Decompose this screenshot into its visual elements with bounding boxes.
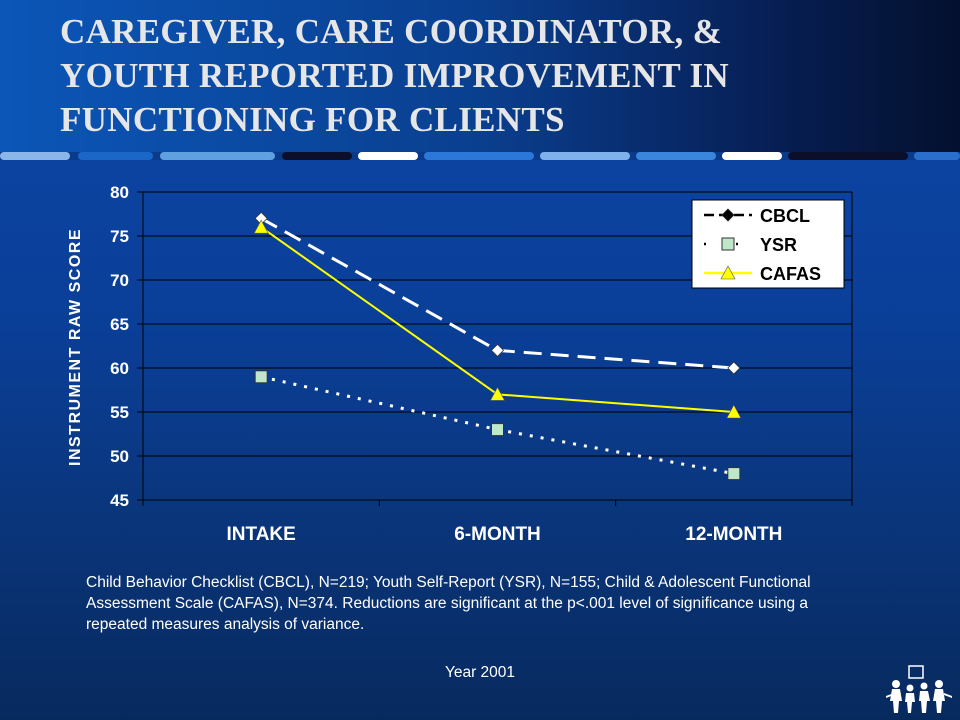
slide-title: CAREGIVER, CARE COORDINATOR, & YOUTH REP… — [60, 10, 940, 142]
year-label: Year 2001 — [444, 664, 516, 681]
data-point-cafas — [489, 386, 506, 401]
family-figures-logo-icon — [886, 665, 952, 713]
legend-label-cafas: CAFAS — [760, 264, 821, 284]
data-point-ysr — [727, 467, 741, 481]
legend-label-cbcl: CBCL — [760, 206, 810, 226]
title-band — [0, 0, 960, 152]
title-line-3: FUNCTIONING FOR CLIENTS — [60, 100, 565, 139]
legend-label-ysr: YSR — [760, 235, 797, 255]
title-line-1: CAREGIVER, CARE COORDINATOR, & — [60, 12, 723, 51]
chart-caption: Child Behavior Checklist (CBCL), N=219; … — [86, 574, 811, 633]
y-axis-label: INSTRUMENT RAW SCORE — [67, 228, 84, 466]
data-point-cafas — [253, 219, 269, 234]
y-tick-label: 75 — [110, 227, 129, 246]
y-tick-label: 55 — [110, 403, 129, 422]
data-point-ysr — [254, 370, 268, 384]
x-tick-label: INTAKE — [227, 524, 296, 545]
y-tick-label: 45 — [110, 491, 129, 510]
data-point-cafas — [726, 404, 742, 419]
legend-marker-cafas — [720, 265, 736, 280]
y-tick-label: 65 — [110, 315, 129, 334]
title-line-2: YOUTH REPORTED IMPROVEMENT IN — [60, 56, 729, 95]
legend-marker-ysr — [721, 237, 735, 251]
x-tick-label: 6-MONTH — [454, 524, 541, 545]
legend-marker-cbcl — [721, 208, 735, 222]
data-point-cbcl — [727, 361, 741, 375]
y-tick-label: 60 — [110, 359, 129, 378]
decorative-divider-stripe — [0, 152, 960, 160]
y-tick-label: 50 — [110, 447, 129, 466]
series-line-cafas — [260, 226, 734, 413]
x-tick-label: 12-MONTH — [685, 524, 782, 545]
data-point-cbcl — [490, 343, 505, 357]
data-point-ysr — [491, 423, 504, 437]
y-tick-label: 80 — [110, 183, 129, 202]
y-tick-label: 70 — [110, 271, 129, 290]
